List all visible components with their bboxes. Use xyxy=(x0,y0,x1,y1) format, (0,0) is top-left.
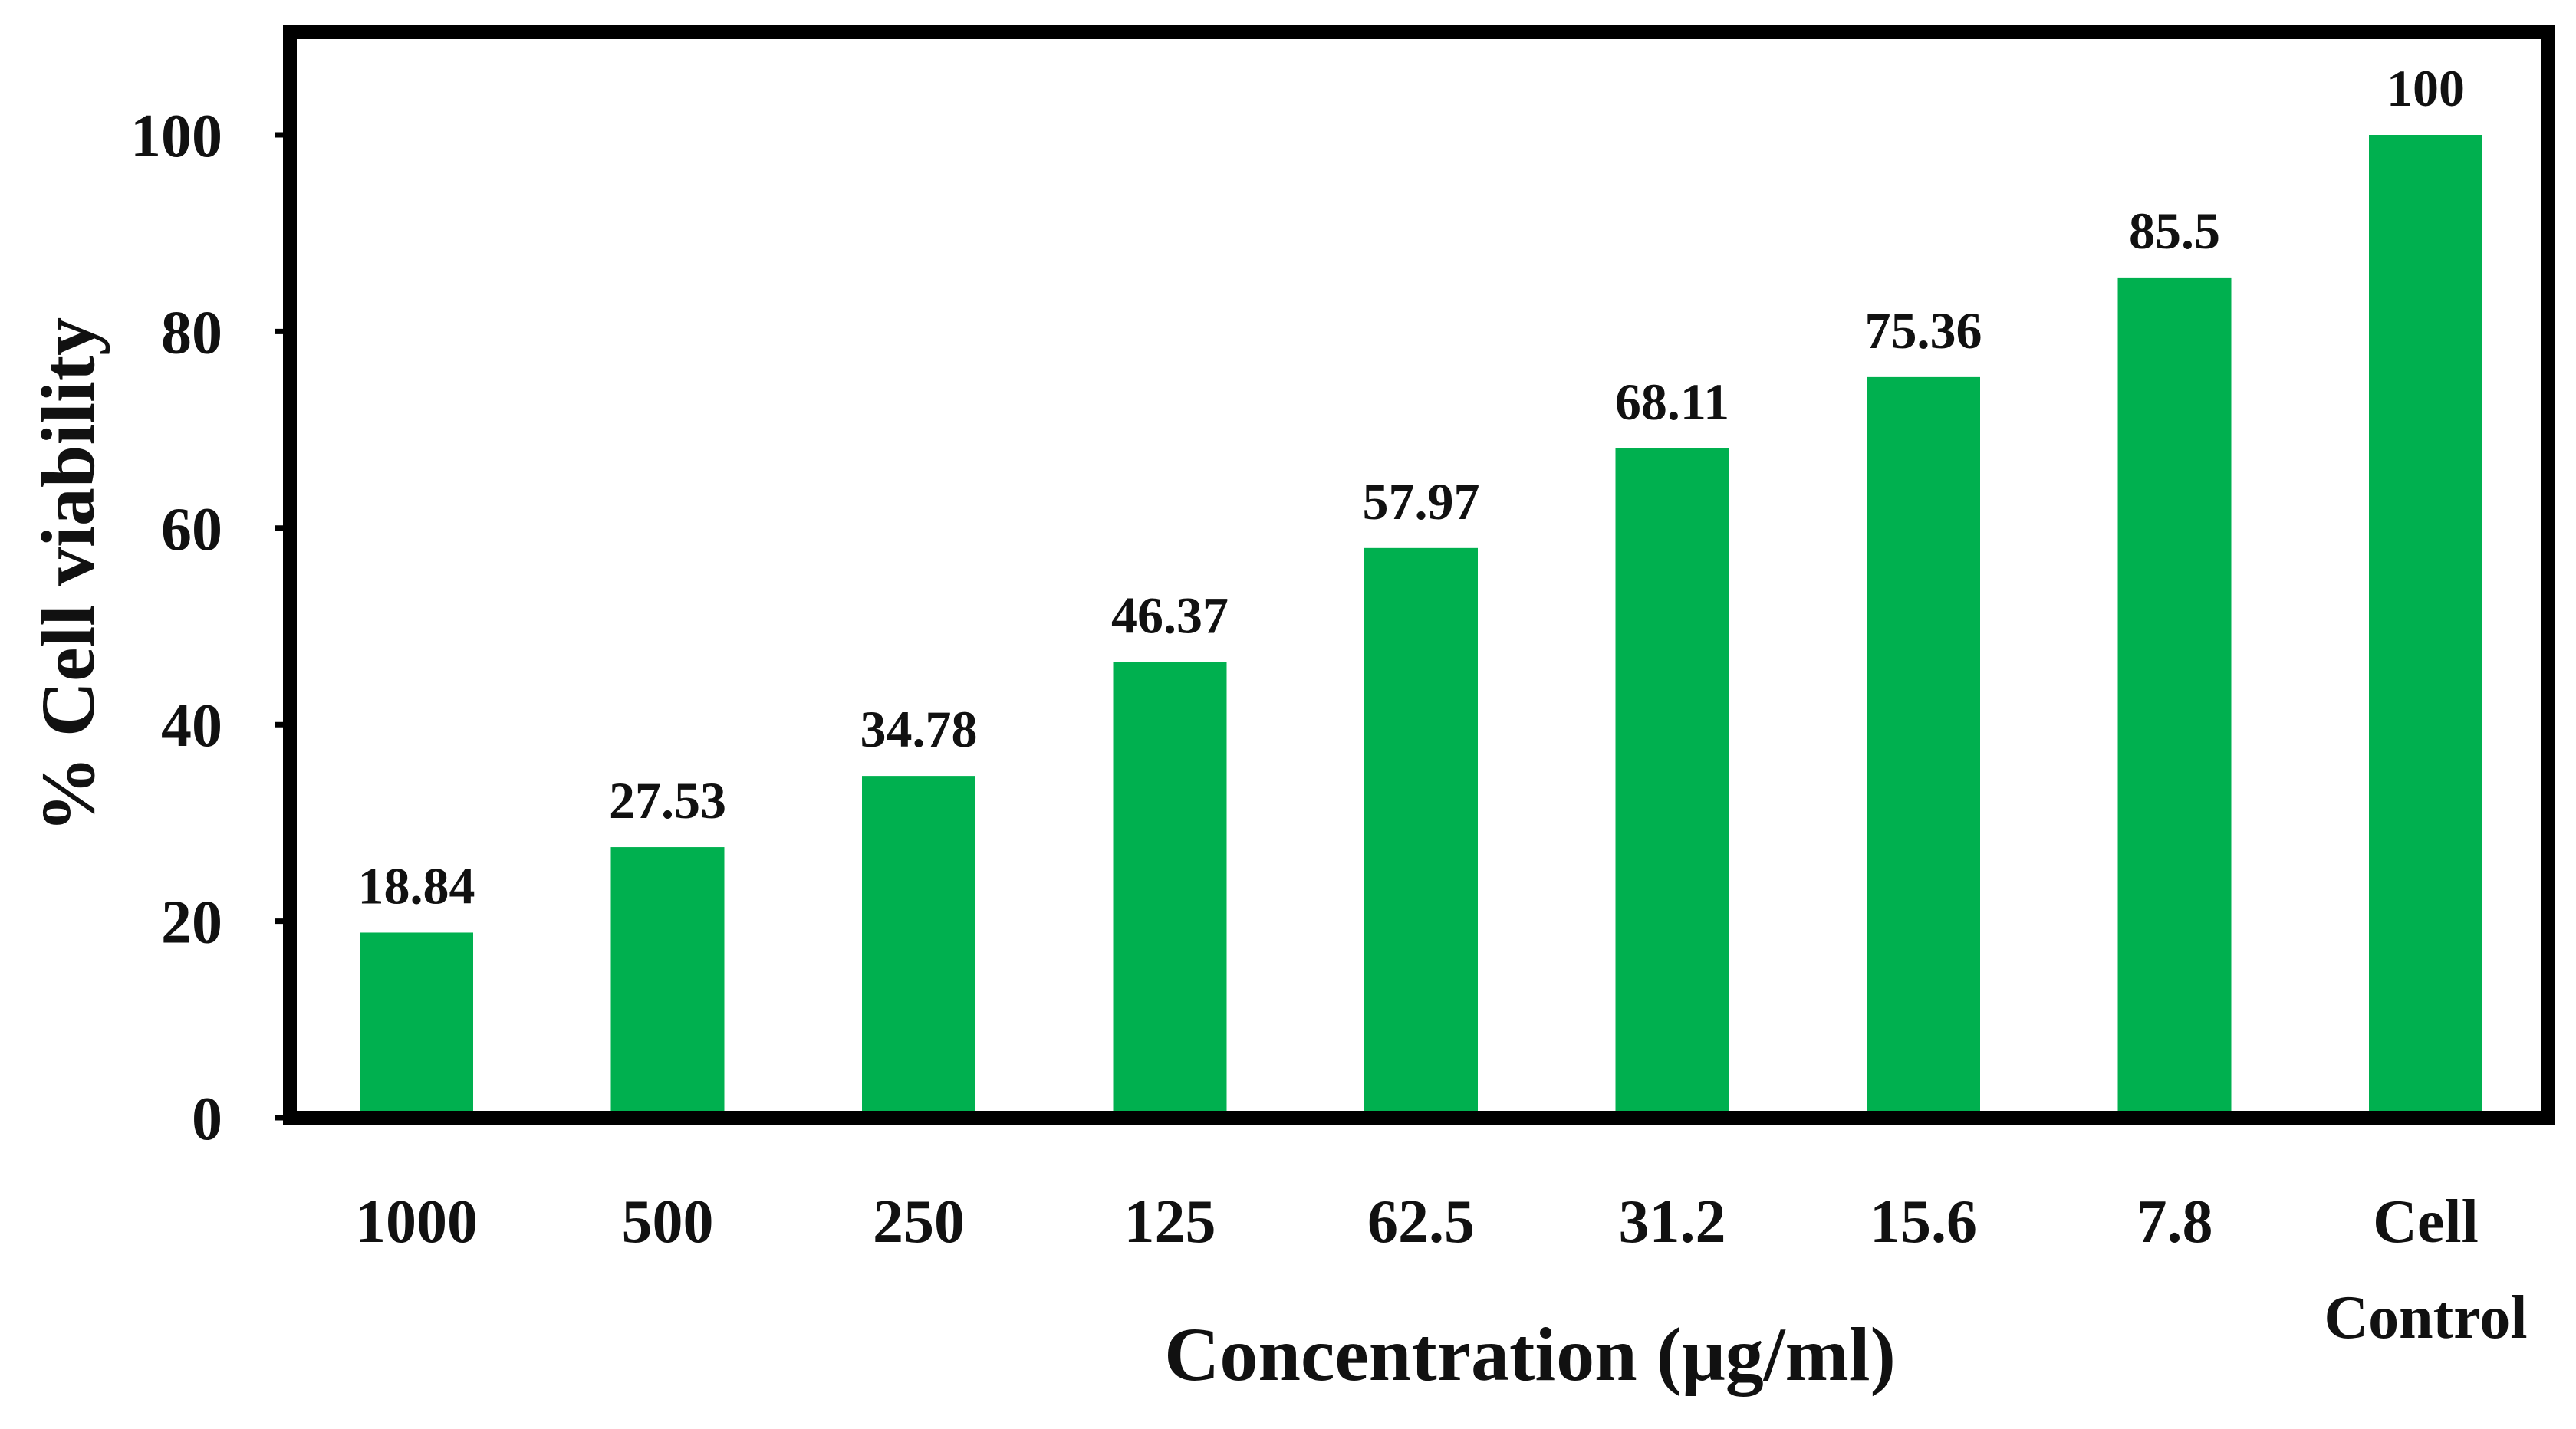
x-tick-label-line: 250 xyxy=(873,1188,965,1256)
x-tick-label-line: 1000 xyxy=(355,1188,478,1256)
data-label-8: 100 xyxy=(2387,59,2465,117)
x-tick-label-3: 125 xyxy=(1124,1188,1216,1256)
x-tick-label-1: 500 xyxy=(622,1188,714,1256)
x-tick-label-line: 15.6 xyxy=(1870,1188,1977,1256)
data-label-5: 68.11 xyxy=(1615,373,1729,431)
y-axis: 0 20 40 60 80 100 xyxy=(130,103,291,1153)
bars-layer xyxy=(360,135,2482,1119)
data-label-2: 34.78 xyxy=(860,700,978,758)
data-label-3: 46.37 xyxy=(1111,586,1229,645)
x-tick-label-line: Control xyxy=(2324,1284,2527,1352)
y-tick-label-1: 20 xyxy=(161,889,222,957)
x-tick-label-6: 15.6 xyxy=(1870,1188,1977,1256)
x-axis-title: Concentration (μg/ml) xyxy=(1164,1312,1896,1397)
x-tick-label-line: 7.8 xyxy=(2137,1188,2213,1256)
x-tick-label-line: 125 xyxy=(1124,1188,1216,1256)
x-tick-label-line: 31.2 xyxy=(1619,1188,1726,1256)
x-tick-label-0: 1000 xyxy=(355,1188,478,1256)
x-tick-label-line: Cell xyxy=(2373,1188,2479,1256)
data-label-4: 57.97 xyxy=(1363,472,1480,531)
bar-5 xyxy=(1615,448,1729,1118)
x-tick-label-2: 250 xyxy=(873,1188,965,1256)
x-tick-label-8: Cell Control xyxy=(2324,1188,2527,1352)
y-axis-title: % Cell viability xyxy=(25,317,110,833)
x-tick-label-line: 62.5 xyxy=(1367,1188,1475,1256)
x-tick-label-5: 31.2 xyxy=(1619,1188,1726,1256)
plot-frame xyxy=(283,25,2555,1125)
x-tick-label-4: 62.5 xyxy=(1367,1188,1475,1256)
y-tick-label-3: 60 xyxy=(161,496,222,563)
data-labels-layer: 18.84 27.53 34.78 46.37 57.97 68.11 75.36 85.5 1… xyxy=(358,59,2466,915)
y-tick-label-4: 80 xyxy=(161,299,222,366)
y-tick-label-5: 100 xyxy=(130,103,222,170)
x-tick-label-7: 7.8 xyxy=(2137,1188,2213,1256)
data-label-1: 27.53 xyxy=(609,771,726,829)
x-axis: 1000 500 250 125 62.5 31.2 15.6 7.8 Cell Control xyxy=(355,1188,2528,1352)
data-label-0: 18.84 xyxy=(358,856,475,915)
y-tick-label-0: 0 xyxy=(192,1086,222,1153)
bar-7 xyxy=(2117,277,2232,1118)
bar-8 xyxy=(2369,135,2482,1118)
data-label-7: 85.5 xyxy=(2129,202,2220,260)
bar-4 xyxy=(1364,547,1478,1118)
bar-3 xyxy=(1113,662,1227,1118)
x-tick-label-line: 500 xyxy=(622,1188,714,1256)
data-label-6: 75.36 xyxy=(1865,301,1982,360)
bar-0 xyxy=(360,932,473,1118)
bar-2 xyxy=(862,776,975,1118)
bar-6 xyxy=(1867,376,1980,1119)
bar-1 xyxy=(610,847,725,1118)
y-tick-label-2: 40 xyxy=(161,692,222,760)
